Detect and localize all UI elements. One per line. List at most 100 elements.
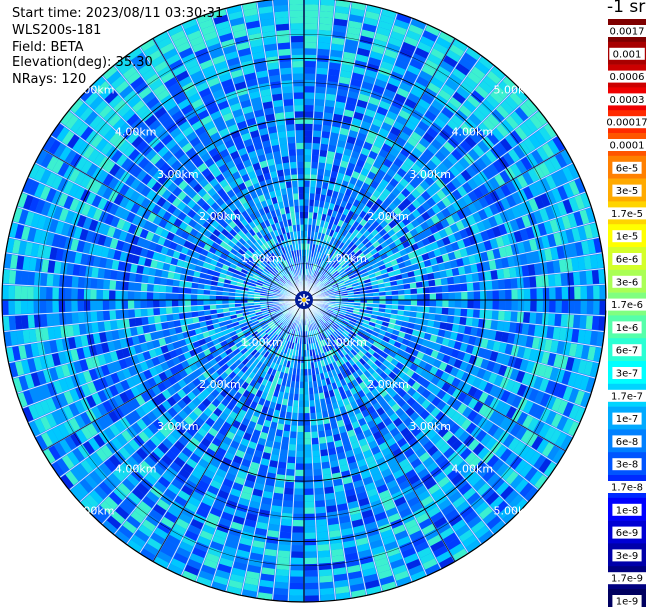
range-bin <box>287 463 295 470</box>
range-bin <box>305 55 316 62</box>
range-bin <box>319 437 326 444</box>
range-bin <box>379 300 385 304</box>
range-bin <box>297 162 303 168</box>
range-bin <box>154 316 161 324</box>
range-bin <box>160 315 167 322</box>
range-bin <box>313 130 321 137</box>
range-bin <box>313 463 321 470</box>
range-bin <box>185 300 191 306</box>
range-bin <box>229 296 235 300</box>
range-bin <box>304 199 309 205</box>
range-bin <box>562 301 569 313</box>
range-bin <box>53 314 60 326</box>
range-bin <box>324 487 334 494</box>
range-bin <box>312 450 320 457</box>
range-bin <box>292 539 303 546</box>
range-bin <box>97 311 104 321</box>
range-bin <box>296 130 304 137</box>
range-bin <box>292 181 298 188</box>
range-bin <box>275 582 289 589</box>
range-bin <box>320 5 334 12</box>
range-bin <box>276 24 289 31</box>
range-bin <box>285 112 294 119</box>
range-bin <box>141 317 148 325</box>
range-bin <box>109 311 116 320</box>
range-bin <box>305 11 318 18</box>
range-bin <box>160 278 167 285</box>
range-bin <box>15 286 22 299</box>
range-bin <box>273 100 283 108</box>
range-bin <box>455 301 462 308</box>
range-bin <box>300 212 304 218</box>
range-bin <box>299 199 304 205</box>
range-bin <box>493 301 500 310</box>
range-bin <box>410 306 417 312</box>
range-bin <box>46 287 53 299</box>
range-bin <box>116 271 123 280</box>
range-bin <box>103 301 110 310</box>
range-bin <box>65 276 72 287</box>
range-bin <box>299 388 303 394</box>
range-bin <box>555 301 562 313</box>
range-bin <box>153 285 160 292</box>
range-bin <box>291 168 297 175</box>
range-bin <box>294 92 304 99</box>
range-bin <box>149 324 157 332</box>
range-bin <box>300 375 304 381</box>
range-bin <box>304 193 309 200</box>
range-bin <box>297 149 304 156</box>
range-bin <box>286 412 292 419</box>
range-bin <box>185 288 192 294</box>
range-bin <box>567 315 574 328</box>
range-bin <box>34 315 41 328</box>
range-bin <box>448 308 455 315</box>
range-bin <box>21 315 28 328</box>
range-bin <box>98 268 105 278</box>
range-bin <box>166 279 173 286</box>
range-bin <box>293 74 303 81</box>
range-bin <box>289 156 296 163</box>
range-bin <box>436 300 442 306</box>
range-bin <box>294 501 304 508</box>
range-bin <box>417 306 424 312</box>
range-bin <box>296 136 304 143</box>
range-bin <box>288 450 296 457</box>
range-bin <box>320 443 328 450</box>
range-bin <box>312 438 319 445</box>
range-bin <box>305 86 315 93</box>
range-bin <box>587 301 594 314</box>
range-bin <box>319 24 332 31</box>
range-bin <box>285 482 294 489</box>
range-bin <box>191 300 197 305</box>
range-bin <box>271 505 281 513</box>
range-bin <box>411 300 417 305</box>
range-bin <box>185 294 191 300</box>
range-bin <box>284 169 291 176</box>
range-bin <box>290 17 303 24</box>
range-bin <box>289 0 303 5</box>
range-bin <box>442 308 449 315</box>
range-bin <box>284 99 294 106</box>
range-bin <box>295 124 303 131</box>
range-bin <box>524 301 531 311</box>
range-bin <box>294 489 303 496</box>
range-bin <box>452 324 460 332</box>
range-bin <box>289 595 303 602</box>
range-bin <box>327 151 335 159</box>
range-bin <box>27 286 34 299</box>
range-bin <box>503 322 510 332</box>
range-bin <box>467 309 474 317</box>
range-bin <box>294 200 299 207</box>
range-bin <box>291 425 297 432</box>
range-bin <box>318 544 330 551</box>
range-bin <box>318 49 330 56</box>
range-bin <box>309 200 314 207</box>
range-bin <box>148 276 155 284</box>
range-bin <box>295 482 304 489</box>
range-bin <box>320 11 334 18</box>
range-bin <box>304 181 310 187</box>
range-bin <box>275 112 284 119</box>
range-bin <box>90 301 97 311</box>
range-bin <box>52 301 59 313</box>
